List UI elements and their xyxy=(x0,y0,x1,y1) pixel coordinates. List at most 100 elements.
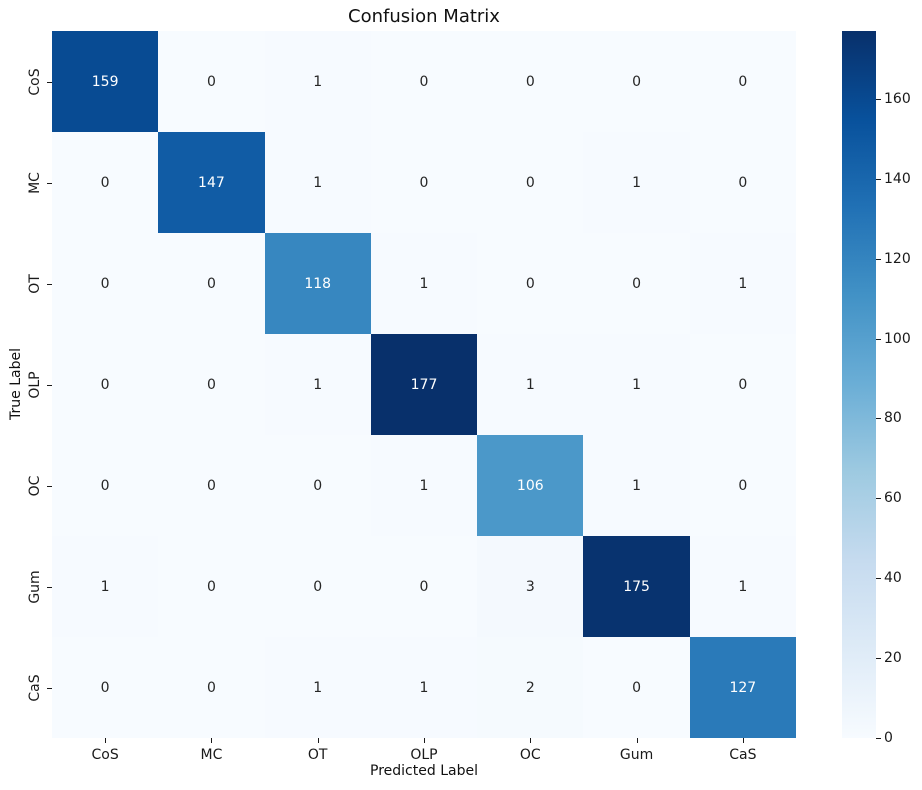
y-tick-mark xyxy=(47,687,52,689)
y-tick-mark xyxy=(47,283,52,285)
heatmap-cell: 1 xyxy=(689,536,796,637)
heatmap-cell: 2 xyxy=(477,637,584,738)
cell-value: 106 xyxy=(516,477,544,494)
y-tick-label: Gum xyxy=(27,569,43,604)
x-tick-label: CaS xyxy=(729,747,757,763)
colorbar-tick-mark xyxy=(876,738,881,739)
heatmap-cell: 147 xyxy=(158,132,265,233)
cell-value: 0 xyxy=(632,275,642,292)
x-tick-mark xyxy=(742,738,744,743)
x-tick-label: CoS xyxy=(91,747,119,763)
heatmap-cell: 0 xyxy=(158,435,265,536)
heatmap-cell: 0 xyxy=(370,132,478,233)
cell-value: 1 xyxy=(525,376,535,393)
colorbar-tick-label: 140 xyxy=(884,170,911,187)
x-tick-mark xyxy=(530,738,532,743)
cell-value: 0 xyxy=(100,376,110,393)
cell-value: 0 xyxy=(525,275,535,292)
heatmap-cell: 0 xyxy=(689,31,796,132)
heatmap-cell: 0 xyxy=(477,132,584,233)
colorbar-tick-mark xyxy=(876,418,881,420)
cell-value: 0 xyxy=(206,679,216,696)
x-tick-label: OLP xyxy=(410,747,438,763)
cell-value: 175 xyxy=(623,578,650,595)
heatmap-cell: 0 xyxy=(689,435,796,536)
x-tick-mark xyxy=(105,738,107,743)
heatmap-cell: 0 xyxy=(158,233,265,334)
heatmap-cell: 0 xyxy=(52,132,159,233)
heatmap-cell: 175 xyxy=(583,536,690,637)
x-axis-label: Predicted Label xyxy=(370,763,478,779)
heatmap-cell: 0 xyxy=(158,637,265,738)
cell-value: 1 xyxy=(632,477,642,494)
cell-value: 1 xyxy=(419,679,429,696)
cell-value: 0 xyxy=(100,477,110,494)
cell-value: 0 xyxy=(100,679,110,696)
heatmap-cell: 0 xyxy=(52,435,159,536)
heatmap-cell: 0 xyxy=(689,132,796,233)
cell-value: 0 xyxy=(313,578,323,595)
heatmap-cell: 0 xyxy=(158,334,265,435)
cell-value: 0 xyxy=(632,73,642,90)
x-tick-mark xyxy=(317,738,319,743)
x-tick-mark xyxy=(211,738,213,743)
y-tick-label: OLP xyxy=(27,370,43,399)
colorbar-tick-label: 40 xyxy=(884,570,902,587)
heatmap-cell: 0 xyxy=(158,536,265,637)
cell-value: 1 xyxy=(313,73,323,90)
y-tick-mark xyxy=(47,586,52,588)
heatmap-cell: 0 xyxy=(264,435,371,536)
heatmap-cell: 0 xyxy=(52,334,159,435)
heatmap-cell: 1 xyxy=(264,132,371,233)
cell-value: 0 xyxy=(206,578,216,595)
colorbar-tick-label: 100 xyxy=(884,330,911,347)
colorbar-tick-label: 0 xyxy=(884,730,893,746)
cell-value: 0 xyxy=(419,174,429,191)
x-tick-label: Gum xyxy=(619,747,654,763)
y-tick-label: CaS xyxy=(27,673,43,702)
x-tick-label: OT xyxy=(307,747,328,763)
cell-value: 0 xyxy=(525,73,535,90)
colorbar-tick-label: 160 xyxy=(884,90,911,107)
x-tick-label: MC xyxy=(200,747,223,763)
cell-value: 0 xyxy=(738,174,748,191)
heatmap-cell: 0 xyxy=(583,233,690,334)
heatmap-cell: 106 xyxy=(477,435,584,536)
chart-title: Confusion Matrix xyxy=(348,6,500,27)
x-tick-mark xyxy=(636,738,638,743)
colorbar-tick-mark xyxy=(876,338,881,340)
colorbar-tick-mark xyxy=(876,258,881,260)
cell-value: 1 xyxy=(738,275,748,292)
y-tick-label: OC xyxy=(27,475,43,496)
cell-value: 1 xyxy=(419,275,429,292)
heatmap-cell: 1 xyxy=(264,31,371,132)
colorbar-tick-mark xyxy=(876,178,881,180)
heatmap-grid: 159 0 1 0 0 0 0 0 147 1 0 0 1 0 0 0 118 1 0 0 1 0 0 1 177 1 1 0 0 0 0 1… xyxy=(52,31,796,738)
heatmap-cell: 177 xyxy=(370,334,478,435)
heatmap-cell: 1 xyxy=(264,334,371,435)
heatmap-cell: 0 xyxy=(583,31,690,132)
x-tick-mark xyxy=(424,738,425,743)
heatmap-cell: 1 xyxy=(583,435,690,536)
cell-value: 0 xyxy=(313,477,323,494)
cell-value: 118 xyxy=(304,275,332,292)
colorbar-tick-label: 120 xyxy=(884,250,911,267)
heatmap-cell: 159 xyxy=(52,31,159,132)
cell-value: 1 xyxy=(738,578,748,595)
y-tick-mark xyxy=(47,384,52,386)
cell-value: 0 xyxy=(419,578,429,595)
cell-value: 0 xyxy=(632,679,642,696)
cell-value: 1 xyxy=(313,679,323,696)
cell-value: 2 xyxy=(525,679,535,696)
heatmap-cell: 1 xyxy=(370,637,478,738)
cell-value: 1 xyxy=(632,376,642,393)
colorbar-tick-label: 80 xyxy=(884,410,902,427)
cell-value: 0 xyxy=(206,376,216,393)
colorbar-gradient xyxy=(842,31,876,738)
cell-value: 1 xyxy=(313,376,323,393)
heatmap-cell: 1 xyxy=(477,334,584,435)
heatmap-cell: 0 xyxy=(370,536,478,637)
cell-value: 0 xyxy=(419,73,429,90)
y-tick-label: MC xyxy=(27,171,43,194)
